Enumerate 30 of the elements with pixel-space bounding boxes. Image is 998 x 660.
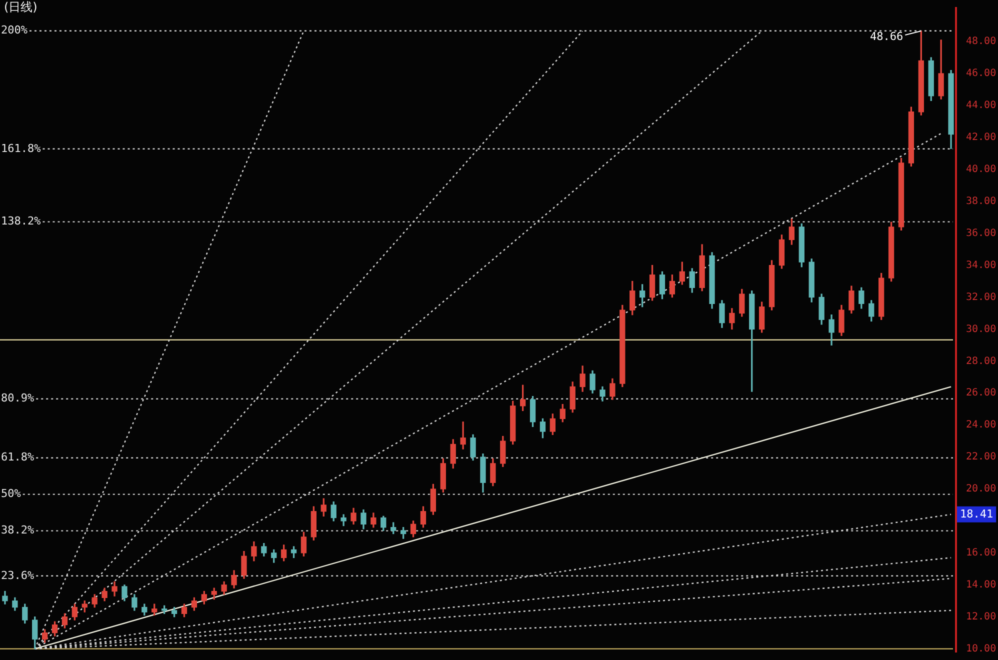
y-tick-label: 44.00 [966,100,996,112]
y-tick-label: 14.00 [966,579,996,590]
y-tick-label: 30.00 [966,324,996,335]
ref-line-label: 50% [1,487,22,500]
y-tick-label: 26.00 [966,388,996,399]
y-tick-label: 46.00 [966,68,996,80]
y-tick-label: 22.00 [966,452,996,463]
y-tick-label: 20.00 [966,484,996,495]
ref-line-label: 161.8% [1,142,42,155]
y-tick-label: 24.00 [966,420,996,431]
annotation: 48.66 [870,30,904,43]
y-tick-label: 48.00 [966,36,996,48]
y-tick-label: 32.00 [966,292,996,303]
y-tick-label: 12.00 [966,611,996,622]
y-tick-label: 10.00 [966,643,996,654]
y-tick-label: 28.00 [966,356,996,367]
ref-line-label: 200% [1,24,28,37]
ref-line-label: 23.6% [1,568,34,582]
y-tick-label: 40.00 [966,164,996,175]
ref-line-label: 80.9% [1,392,34,405]
ref-line-label: 38.2% [1,524,34,537]
chart-title: (日线) [4,0,38,14]
y-tick-label: 38.00 [966,196,996,207]
data-label: 18.41 [960,507,994,520]
y-tick-label: 36.00 [966,228,996,239]
y-tick-label: 16.00 [966,548,996,559]
ref-line-label: 61.8% [1,450,34,464]
y-tick-label: 42.00 [966,132,996,144]
ref-line-label: 138.2% [1,214,42,228]
y-tick-label: 34.00 [966,260,996,271]
